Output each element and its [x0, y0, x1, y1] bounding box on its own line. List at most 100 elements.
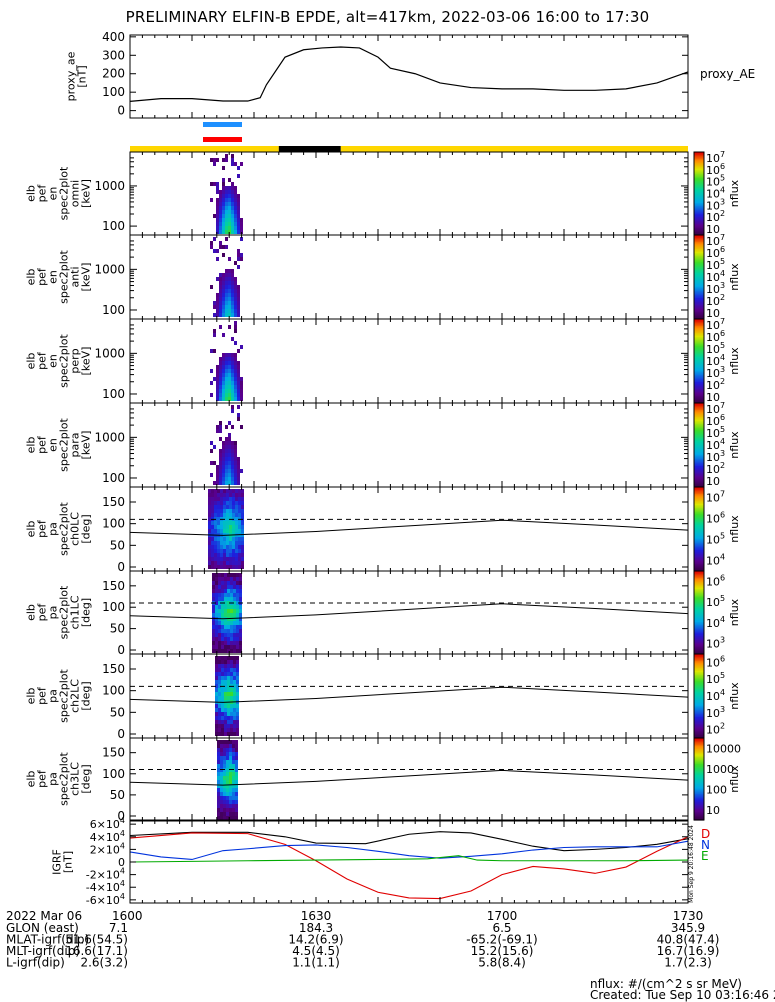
perp-panel-cell	[228, 361, 231, 365]
ch2LC-panel-cell	[224, 696, 227, 700]
anti-panel-cell	[228, 277, 231, 281]
ch0LC-panel-ylabel: [deg]	[80, 514, 93, 543]
anti-panel-cell	[234, 261, 237, 265]
perp-panel-colorbar-cell	[694, 356, 704, 359]
ch3LC-panel-cell	[226, 792, 229, 796]
ch1LC-panel-cell	[215, 593, 218, 597]
ch0LC-panel-cell	[211, 537, 214, 541]
ch2LC-panel-cell	[218, 672, 221, 676]
ch1LC-panel-cell	[230, 589, 233, 593]
omni-panel-colorbar-cell	[694, 183, 704, 186]
ch2LC-panel-colorbar-cell	[694, 715, 704, 718]
ch3LC-panel-colorbar-cell	[694, 798, 704, 801]
ch1LC-panel-cell	[227, 593, 230, 597]
para-panel-colorbar-cell	[694, 415, 704, 418]
omni-panel-ylabel: elb	[25, 185, 38, 202]
ch3LC-panel-colorbar-cell	[694, 802, 704, 805]
ch3LC-panel-cell	[226, 740, 229, 744]
ephemeris-value: 5.8(8.4)	[478, 956, 526, 970]
omni-panel-colorbar-cell	[694, 175, 704, 178]
para-panel-cell	[237, 477, 240, 481]
ch1LC-panel-colorbar-cell	[694, 633, 704, 636]
anti-panel-colorbar-cell	[694, 282, 704, 285]
perp-panel-cell	[234, 377, 237, 381]
ch2LC-panel-cell	[218, 728, 221, 732]
ch1LC-panel-cell	[221, 613, 224, 617]
ch0LC-panel-cell	[220, 525, 223, 529]
ch0LC-panel-cell	[226, 513, 229, 517]
anti-panel-cell	[240, 237, 243, 241]
ch2LC-panel-colorbar-tick: 105	[706, 671, 725, 686]
para-panel-cell	[222, 461, 225, 465]
omni-panel-cell	[228, 210, 231, 214]
para-panel-cell	[228, 461, 231, 465]
ch2LC-panel-colorbar-cell	[694, 679, 704, 682]
para-panel-colorbar-cell	[694, 432, 704, 435]
ch3LC-panel-cell	[235, 804, 238, 808]
ch2LC-panel-colorbar-cell	[694, 669, 704, 672]
ephemeris-value: 14.2(6.9)	[288, 933, 343, 947]
omni-panel-colorbar-cell	[694, 212, 704, 215]
omni-panel-colorbar-cell	[694, 154, 704, 157]
anti-panel-colorbar-cell	[694, 310, 704, 313]
date-label: 2022 Mar 06	[6, 909, 82, 923]
para-panel-cell	[225, 469, 228, 473]
ch0LC-panel-cell	[211, 565, 214, 569]
ch1LC-panel-colorbar-cell	[694, 595, 704, 598]
ch2LC-panel-cell	[224, 672, 227, 676]
ch0LC-panel-cell	[217, 561, 220, 565]
omni-panel-cell	[225, 214, 228, 218]
omni-panel-cell	[231, 182, 234, 186]
ch3LC-panel-colorbar-cell	[694, 747, 704, 750]
omni-panel-cell	[219, 194, 222, 198]
perp-panel-cell	[237, 393, 240, 397]
ch1LC-panel-cell	[236, 641, 239, 645]
anti-panel-colorbar-cell	[694, 270, 704, 272]
ephemeris-row-label: GLON (east)	[6, 921, 79, 935]
ch2LC-panel-cell	[236, 660, 239, 664]
omni-panel-colorbar-cell	[694, 201, 704, 204]
ch3LC-panel-colorbar-cell	[694, 815, 704, 818]
anti-panel-cell	[228, 309, 231, 313]
ch3LC-panel-colorbar-cell	[694, 789, 704, 792]
ch1LC-panel-colorbar-cell	[694, 629, 704, 632]
ch2LC-panel-colorbar-cell	[694, 659, 704, 662]
ch0LC-panel-cell	[220, 529, 223, 533]
ch0LC-panel-cell	[223, 521, 226, 525]
para-panel-colorbar-cell	[694, 431, 704, 433]
ch0LC-panel-cell	[235, 553, 238, 557]
ch2LC-panel-colorbar-cell	[694, 686, 704, 689]
anti-panel-cell	[213, 313, 216, 317]
omni-panel-cell	[219, 206, 222, 210]
omni-panel-cell	[216, 186, 219, 190]
ch0LC-panel-cell	[238, 489, 241, 493]
omni-panel-colorbar-cell	[694, 228, 704, 231]
omni-panel-cell	[213, 162, 216, 166]
para-panel-cell	[225, 445, 228, 449]
para-panel-colorbar-cell	[694, 433, 704, 436]
ch2LC-panel-cell	[227, 664, 230, 668]
omni-panel-colorbar-cell	[694, 230, 704, 233]
ch1LC-panel-colorbar-cell	[694, 615, 704, 618]
ch0LC-panel-cell	[214, 505, 217, 509]
para-panel-cell	[234, 453, 237, 457]
ch3LC-panel-colorbar-cell	[694, 740, 704, 743]
ch3LC-panel-cell	[229, 812, 232, 816]
anti-panel-colorbar-cell	[694, 303, 704, 306]
anti-panel-cell	[237, 313, 240, 317]
ch1LC-panel-colorbar-cell	[694, 582, 704, 585]
ch1LC-panel-cell	[218, 593, 221, 597]
ch0LC-panel-colorbar-cell	[694, 543, 704, 545]
ch1LC-panel-colorbar-cell	[694, 651, 704, 654]
ch2LC-panel-colorbar-cell	[694, 670, 704, 673]
ch2LC-panel-cell	[215, 680, 218, 684]
ch0LC-panel-cell	[226, 493, 229, 497]
ch0LC-panel-colorbar-cell	[694, 520, 704, 523]
ch3LC-panel-cell	[232, 752, 235, 756]
ch2LC-panel-cell	[233, 676, 236, 680]
perp-panel-cell	[225, 389, 228, 393]
ae-panel-ytick-label: 400	[102, 30, 125, 44]
ch3LC-panel-cell	[223, 756, 226, 760]
ch1LC-panel-colorbar-cell	[694, 587, 704, 590]
ch2LC-panel-cell	[224, 728, 227, 732]
